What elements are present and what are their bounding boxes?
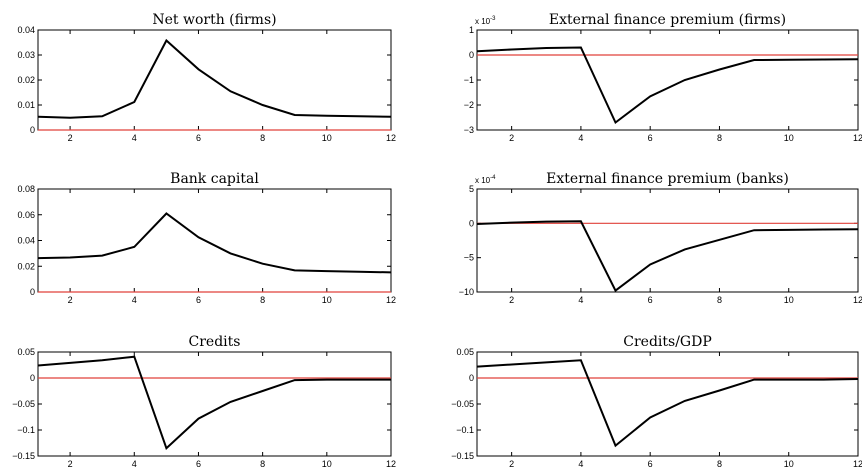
- response-series-line: [476, 359, 859, 448]
- x-tick-label: 12: [386, 133, 396, 143]
- y-tick-label: −2: [464, 100, 474, 110]
- x-tick-label: 8: [260, 295, 265, 305]
- x-tick-label: 10: [322, 459, 332, 469]
- x-tick-label: 6: [196, 459, 201, 469]
- x-tick-label: 12: [853, 133, 862, 143]
- y-tick-label: −0.05: [451, 399, 474, 409]
- x-tick-label: 8: [260, 133, 265, 143]
- y-tick-label: 0.08: [17, 184, 35, 194]
- y-tick-label: 0.03: [17, 50, 35, 60]
- x-tick-label: 8: [717, 459, 722, 469]
- x-tick-label: 2: [68, 133, 73, 143]
- plot-frame: [37, 351, 392, 457]
- y-tick-label: −5: [464, 253, 474, 263]
- chart-panel-5: Credits 2 4 6 8 10 12 −0.15 −0.1 −0.05 0 0.05: [12, 334, 396, 469]
- x-tick-label: 4: [578, 459, 583, 469]
- chart-panel-3: Bank capital 2 4 6 8 10 12 0 0.02 0.04 0.06 0.08: [17, 171, 396, 305]
- x-tick-label: 4: [132, 459, 137, 469]
- x-tick-label: 8: [717, 295, 722, 305]
- x-tick-label: 2: [68, 295, 73, 305]
- axis-multiplier: x 10-3: [475, 16, 496, 26]
- chart-title: Credits/GDP: [623, 334, 711, 350]
- y-tick-label: 0: [30, 373, 35, 383]
- chart-panel-1: Net worth (firms) 2 4 6 8 10 12 0 0.01 0.02 0.03 0.…: [17, 12, 396, 143]
- x-tick-label: 2: [509, 295, 514, 305]
- x-tick-label: 4: [578, 295, 583, 305]
- plot-frame: [476, 188, 859, 293]
- y-tick-label: 0: [30, 125, 35, 135]
- chart-title: Bank capital: [170, 171, 259, 187]
- x-tick-label: 6: [196, 133, 201, 143]
- y-tick-label: 0: [30, 287, 35, 297]
- x-tick-label: 2: [509, 459, 514, 469]
- x-tick-label: 12: [853, 295, 862, 305]
- y-tick-label: 1: [469, 25, 474, 35]
- x-tick-label: 12: [853, 459, 862, 469]
- y-tick-label: 0: [469, 218, 474, 228]
- x-tick-label: 12: [386, 459, 396, 469]
- y-tick-label: −0.15: [12, 451, 35, 461]
- response-series-line: [37, 212, 392, 274]
- x-tick-label: 2: [68, 459, 73, 469]
- axis-multiplier: x 10-4: [475, 175, 496, 185]
- y-tick-label: 0: [469, 373, 474, 383]
- x-tick-label: 10: [322, 133, 332, 143]
- x-tick-label: 10: [784, 459, 794, 469]
- y-tick-label: 0.05: [17, 347, 35, 357]
- x-tick-label: 12: [386, 295, 396, 305]
- y-tick-label: −0.15: [451, 451, 474, 461]
- y-tick-label: −0.05: [12, 399, 35, 409]
- response-series-line: [37, 355, 391, 450]
- x-tick-label: 8: [260, 459, 265, 469]
- y-tick-label: 0.01: [17, 100, 35, 110]
- x-tick-label: 10: [322, 295, 332, 305]
- chart-title: External finance premium (firms): [549, 12, 786, 28]
- y-tick-label: −1: [464, 75, 474, 85]
- y-tick-label: 0.02: [17, 261, 35, 271]
- x-tick-label: 6: [196, 295, 201, 305]
- y-tick-label: −10: [459, 287, 474, 297]
- y-tick-label: −3: [464, 125, 474, 135]
- x-tick-label: 6: [648, 459, 653, 469]
- plot-frame: [476, 29, 859, 131]
- y-tick-label: −0.1: [456, 425, 474, 435]
- x-tick-label: 6: [648, 133, 653, 143]
- x-tick-label: 2: [509, 133, 514, 143]
- chart-panel-2: External finance premium (firms)2 4 6 8 10 12…: [464, 12, 862, 143]
- y-tick-label: 5: [469, 184, 474, 194]
- chart-title: External finance premium (banks): [546, 171, 789, 187]
- plot-frame: [476, 351, 859, 457]
- chart-panel-4: External finance premium (banks) 2 4 6 8 10 12…: [459, 171, 862, 305]
- y-tick-label: 0.04: [17, 236, 35, 246]
- y-tick-label: 0.04: [17, 25, 35, 35]
- x-tick-label: 6: [648, 295, 653, 305]
- y-tick-label: 0.05: [456, 347, 474, 357]
- response-series-line: [37, 38, 392, 119]
- x-tick-label: 10: [784, 133, 794, 143]
- y-tick-label: −0.1: [17, 425, 35, 435]
- chart-title: Net worth (firms): [152, 12, 276, 28]
- x-tick-label: 4: [132, 295, 137, 305]
- response-series-line: [476, 46, 859, 125]
- chart-title: Credits: [189, 334, 241, 350]
- chart-panel-6: Credits/GDP 2 4 6 8 10 12 −0.15 −0.1 −0.05 0 0.05: [451, 334, 862, 469]
- y-tick-label: 0.06: [17, 210, 35, 220]
- x-tick-label: 10: [784, 295, 794, 305]
- y-tick-label: 0.02: [17, 75, 35, 85]
- x-tick-label: 4: [132, 133, 137, 143]
- y-tick-label: 0: [469, 50, 474, 60]
- response-series-line: [476, 220, 859, 293]
- x-tick-label: 8: [717, 133, 722, 143]
- plot-frame: [37, 188, 392, 293]
- x-tick-label: 4: [578, 133, 583, 143]
